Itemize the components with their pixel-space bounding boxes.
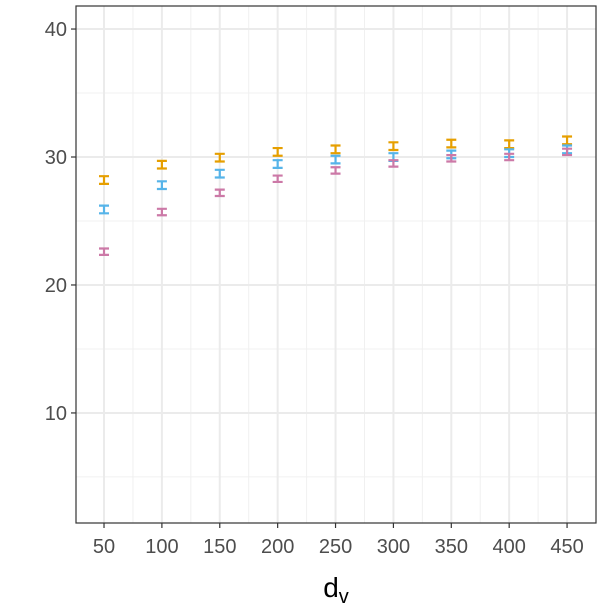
error-bar [272,174,283,184]
error-bar [562,147,573,157]
error-bar [99,247,110,257]
error-bar [330,144,341,155]
x-tick-label: 300 [377,536,410,558]
error-bar [156,159,167,170]
x-axis-label-main: d [323,572,339,603]
error-bar [214,152,225,163]
error-bar [388,141,399,152]
error-bar [446,153,457,163]
error-bar [272,146,283,157]
x-tick-label: 200 [261,536,294,558]
error-bar [272,159,283,169]
error-bar [156,207,167,217]
error-bar [330,154,341,165]
y-tick-label: 20 [45,275,67,297]
error-bar [156,180,167,191]
y-tick-label: 10 [45,403,67,425]
error-bar [562,135,573,146]
y-tick-label: 40 [45,19,67,41]
error-bar [99,175,110,185]
error-bar [214,188,225,198]
x-axis-label-sub: v [339,586,349,606]
error-bar [388,159,399,168]
x-tick-label: 450 [550,536,583,558]
x-axis-label: dv [323,572,349,606]
error-bar [504,139,515,150]
error-bar [214,168,225,179]
x-tick-label: 100 [145,536,178,558]
error-bar [330,166,341,175]
x-tick-label: 150 [203,536,236,558]
y-tick-label: 30 [45,147,67,169]
error-bar [504,152,515,162]
error-bar [99,204,110,215]
x-tick-label: 50 [93,536,115,558]
error-bar [446,138,457,149]
x-tick-label: 350 [435,536,468,558]
x-tick-label: 250 [319,536,352,558]
x-tick-label: 400 [492,536,525,558]
